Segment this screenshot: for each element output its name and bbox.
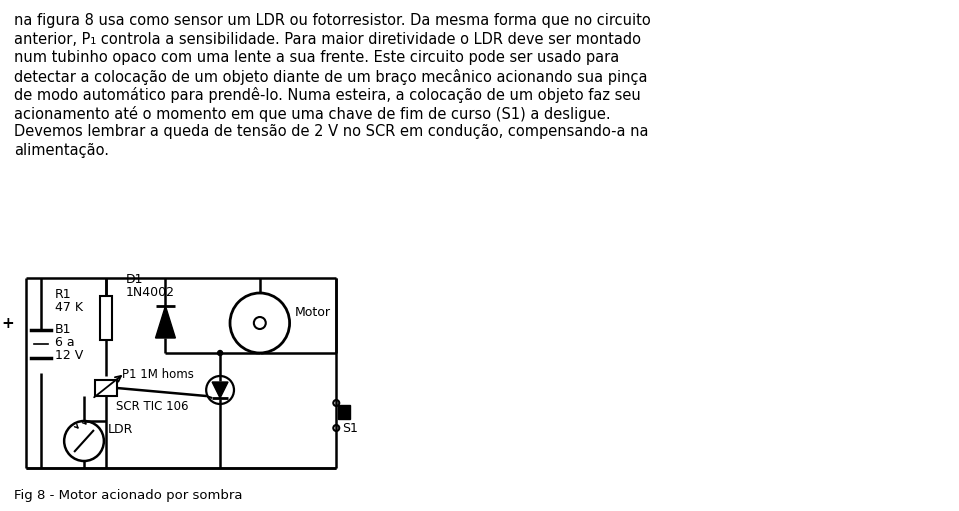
Text: 12 V: 12 V bbox=[56, 349, 83, 362]
Text: anterior, P₁ controla a sensibilidade. Para maior diretividade o LDR deve ser mo: anterior, P₁ controla a sensibilidade. P… bbox=[14, 32, 642, 47]
Text: P1 1M homs: P1 1M homs bbox=[122, 368, 194, 381]
Text: Devemos lembrar a queda de tensão de 2 V no SCR em condução, compensando-a na: Devemos lembrar a queda de tensão de 2 V… bbox=[14, 124, 649, 139]
Text: Fig 8 - Motor acionado por sombra: Fig 8 - Motor acionado por sombra bbox=[14, 489, 243, 502]
Bar bbox=[95, 380, 117, 396]
Text: na figura 8 usa como sensor um LDR ou fotorresistor. Da mesma forma que no circu: na figura 8 usa como sensor um LDR ou fo… bbox=[14, 13, 651, 28]
Text: 6 a: 6 a bbox=[56, 336, 75, 349]
Text: 47 K: 47 K bbox=[56, 301, 83, 314]
Polygon shape bbox=[155, 306, 175, 338]
Text: D1: D1 bbox=[126, 273, 143, 286]
Text: S1: S1 bbox=[342, 422, 358, 435]
Text: alimentação.: alimentação. bbox=[14, 143, 109, 157]
Bar bbox=[100, 296, 112, 340]
Polygon shape bbox=[339, 405, 350, 419]
Text: acionamento até o momento em que uma chave de fim de curso (S1) a desligue.: acionamento até o momento em que uma cha… bbox=[14, 105, 611, 122]
Text: Motor: Motor bbox=[294, 306, 331, 319]
Text: LDR: LDR bbox=[107, 423, 133, 436]
Text: R1: R1 bbox=[56, 288, 72, 301]
Text: +: + bbox=[2, 315, 14, 331]
Text: num tubinho opaco com uma lente a sua frente. Este circuito pode ser usado para: num tubinho opaco com uma lente a sua fr… bbox=[14, 50, 620, 65]
Text: SCR TIC 106: SCR TIC 106 bbox=[116, 400, 188, 413]
Polygon shape bbox=[212, 382, 228, 398]
Circle shape bbox=[218, 351, 222, 356]
Text: B1: B1 bbox=[56, 323, 72, 336]
Text: de modo automático para prendê-lo. Numa esteira, a colocação de um objeto faz se: de modo automático para prendê-lo. Numa … bbox=[14, 87, 642, 103]
Text: detectar a colocação de um objeto diante de um braço mecânico acionando sua pinç: detectar a colocação de um objeto diante… bbox=[14, 68, 648, 84]
Text: 1N4002: 1N4002 bbox=[126, 286, 175, 299]
